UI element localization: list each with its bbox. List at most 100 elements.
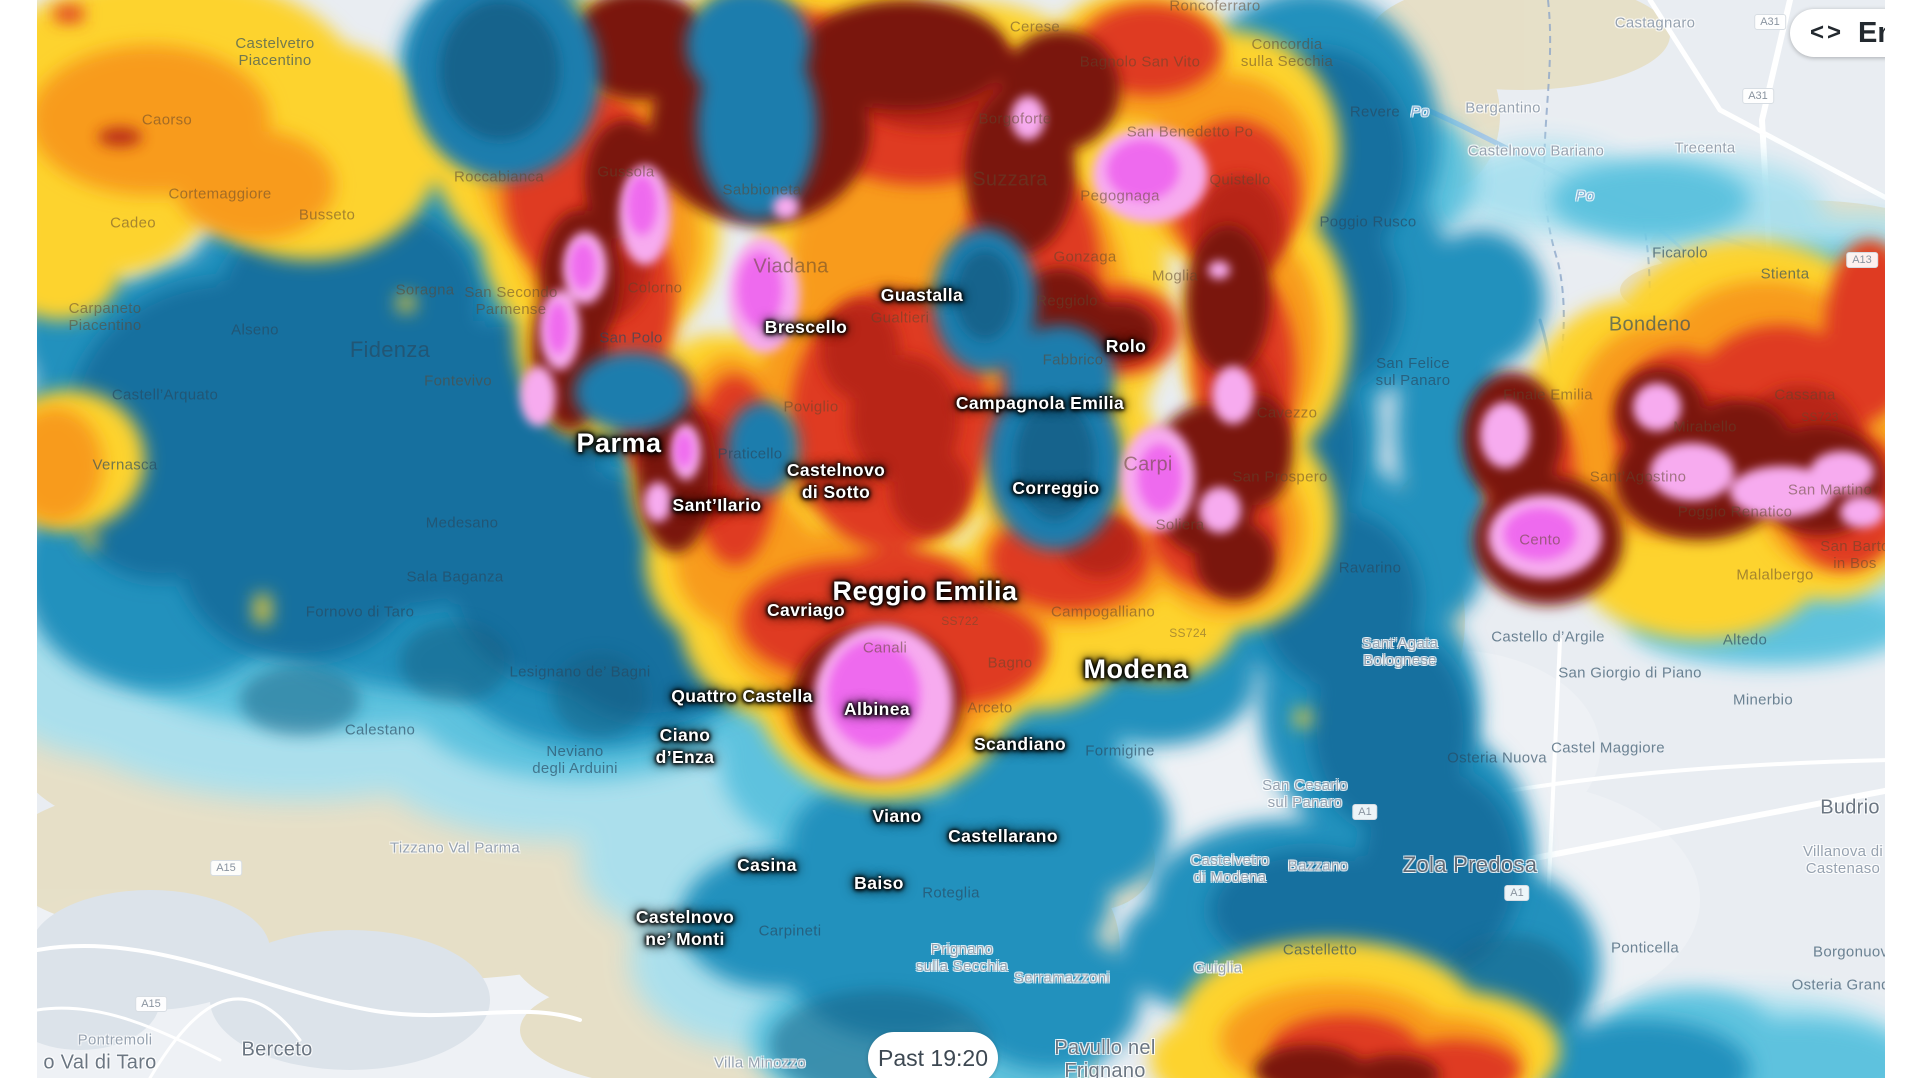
map-label: Finale Emilia	[1503, 386, 1593, 404]
map-label: Suzzara	[972, 168, 1048, 191]
radar-layer-magenta	[547, 140, 1576, 748]
city-label: Baiso	[854, 873, 904, 894]
map-label: Campogalliano	[1051, 603, 1155, 621]
road-badge: A31	[1754, 14, 1786, 30]
map-label: Berceto	[241, 1038, 313, 1061]
map-label: Roccabianca	[453, 168, 545, 186]
map-label: Medesano	[425, 514, 499, 532]
road-badge: A15	[135, 996, 167, 1012]
city-label: Rolo	[1105, 336, 1147, 357]
map-label: Neviano degli Arduini	[532, 743, 618, 777]
map-label: Mirabello	[1673, 418, 1737, 436]
embed-button[interactable]: <> Embed	[1790, 9, 1885, 57]
map-label: Po	[1410, 103, 1430, 121]
map-label: Zola Predosa	[1402, 852, 1538, 877]
map-label: San Martino	[1787, 481, 1873, 499]
radar-layer-blue-spots	[240, 622, 1580, 1078]
map-label: San Felice sul Panaro	[1375, 355, 1451, 389]
map-label: Ponticella	[1610, 939, 1680, 957]
map-label: Osteria Grande	[1791, 976, 1885, 994]
map-label: Poggio Renatico	[1677, 503, 1793, 521]
map-label: SS722	[941, 614, 979, 628]
city-label: Sant’Ilario	[672, 495, 762, 516]
map-label: Caorso	[141, 111, 193, 129]
map-label: Cadeo	[110, 214, 156, 232]
map-label: Quistello	[1209, 171, 1271, 189]
city-label: Albinea	[843, 699, 911, 720]
map-label: Ravarino	[1338, 559, 1402, 577]
city-label: Quattro Castella	[671, 686, 813, 707]
map-label: Bergantino	[1465, 99, 1541, 117]
map-label: Roncoferraro	[1169, 0, 1261, 15]
map-label: San Barto in Bos	[1820, 538, 1885, 572]
city-label: Castelnovo ne’ Monti	[635, 907, 735, 949]
map-label: Cavezzo	[1256, 404, 1318, 422]
map-label: Bazzano	[1287, 857, 1349, 875]
map-label: Castagnaro	[1614, 14, 1696, 32]
map-label: Cassana	[1774, 386, 1836, 404]
road-badge: A1	[1352, 804, 1378, 820]
map-label: Roteglia	[922, 884, 980, 902]
map-label: Tizzano Val Parma	[389, 839, 521, 857]
map-label: Minerbio	[1733, 691, 1793, 709]
map-label: Serramazzoni	[1013, 969, 1111, 987]
map-label: Castelvetro di Modena	[1190, 852, 1270, 886]
map-label: Vernasca	[92, 456, 158, 474]
map-label: Viadana	[753, 255, 829, 278]
map-label: Arceto	[967, 699, 1013, 717]
code-embed-icon: <>	[1810, 19, 1845, 46]
radar-layer-blue-over-deep	[440, 0, 1095, 520]
map-label: Castell’Arquato	[111, 386, 219, 404]
city-label: Correggio	[1012, 478, 1100, 499]
road-badge: A1	[1504, 885, 1530, 901]
road-badge: A13	[1846, 252, 1878, 268]
map-label: Bagno	[987, 654, 1033, 672]
map-label: Pegognaga	[1080, 187, 1160, 205]
map-label: Bondeno	[1608, 313, 1692, 336]
map-label: Bagnolo San Vito	[1079, 53, 1201, 71]
map-label: Colorno	[627, 279, 683, 297]
map-label: Guiglia	[1193, 959, 1243, 977]
city-label: Castelnovo di Sotto	[786, 460, 886, 502]
map-label: Fabbrico	[1042, 351, 1104, 369]
map-label: Formigine	[1085, 742, 1155, 760]
time-pill-label: Past 19:20	[878, 1044, 988, 1071]
map-label: Canali	[862, 639, 908, 657]
map-label: San Polo	[599, 329, 663, 347]
map-label: Villa Minozzo	[714, 1054, 806, 1072]
map-label: Poviglio	[783, 398, 839, 416]
map-label: Stienta	[1760, 265, 1810, 283]
map-label: Carpi	[1123, 453, 1173, 476]
map-canvas[interactable]: Castagnaro Bergantino Castelnovo Bariano Tr…	[37, 0, 1885, 1078]
map-label: Alseno	[231, 321, 279, 339]
map-label: San Benedetto Po	[1126, 123, 1254, 141]
map-label: Cento	[1519, 531, 1561, 549]
map-label: Cerese	[1009, 18, 1061, 36]
map-label: Concordia sulla Secchia	[1240, 36, 1334, 70]
map-label: SS723	[1801, 410, 1839, 424]
map-label: Borgonuovo	[1813, 943, 1885, 961]
map-label: Soliera	[1155, 516, 1205, 534]
map-label: Reggiolo	[1036, 292, 1098, 310]
map-label: Castel Maggiore	[1551, 739, 1665, 757]
map-label: San Cesario sul Panaro	[1262, 777, 1348, 811]
map-label: Villanova di Castenaso	[1802, 843, 1884, 877]
map-label: Sant’Agata Bolognese	[1361, 635, 1439, 669]
map-label: Prignano sulla Secchia	[915, 941, 1009, 975]
map-label: Fidenza	[349, 337, 431, 362]
city-label: Ciano d’Enza	[655, 725, 715, 767]
city-label: Casina	[737, 855, 797, 876]
map-label: Lesignano de’ Bagni	[509, 663, 651, 681]
map-label: Altedo	[1722, 631, 1768, 649]
map-label: Castelnovo Bariano	[1467, 142, 1605, 160]
city-label: Reggio Emilia	[832, 576, 1018, 607]
map-label: Fornovo di Taro	[305, 603, 415, 621]
map-label: Gualtieri	[870, 309, 930, 327]
map-label: Sala Baganza	[406, 568, 504, 586]
map-label: Cortemaggiore	[168, 185, 272, 203]
map-label: San Giorgio di Piano	[1558, 664, 1702, 682]
map-label: Carpaneto Piacentino	[68, 300, 142, 334]
map-label: Calestano	[344, 721, 416, 739]
city-label: Guastalla	[880, 285, 964, 306]
timeline-time-pill[interactable]: Past 19:20	[868, 1032, 998, 1078]
